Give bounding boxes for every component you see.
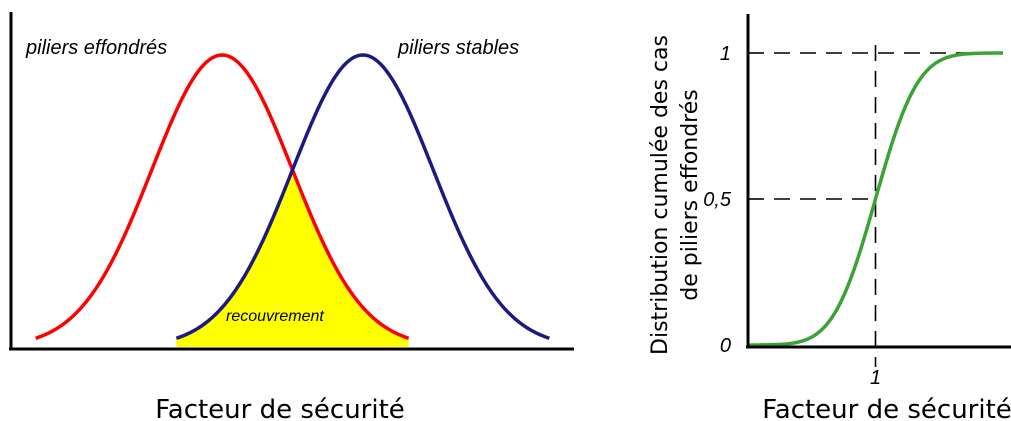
reference-lines bbox=[748, 45, 1003, 367]
overlap-label: recouvrement bbox=[226, 308, 324, 325]
right-y-axis-title-line-1: Distribution cumulée des cas bbox=[648, 35, 673, 355]
y-tick-label: 0,5 bbox=[703, 189, 732, 211]
right-x-axis-title: Facteur de sécurité bbox=[762, 395, 1011, 421]
series-label-piliers-stables: piliers stables bbox=[397, 37, 519, 59]
overlap-area bbox=[176, 169, 409, 347]
series-line-piliers-stables bbox=[175, 53, 550, 340]
tick-labels: 0 0,5 1 1 bbox=[703, 43, 881, 389]
y-tick-label: 0 bbox=[720, 335, 731, 357]
series-label-piliers-effondres: piliers effondrés bbox=[25, 37, 167, 59]
left-chart: piliers effondrés piliers stables recouv… bbox=[9, 12, 574, 421]
series-line-piliers-effondres bbox=[35, 53, 410, 340]
left-x-axis-title: Facteur de sécurité bbox=[155, 395, 405, 421]
right-y-axis-title-line-2: de piliers effondrés bbox=[678, 89, 703, 300]
y-tick-label: 1 bbox=[720, 43, 731, 65]
x-tick-label: 1 bbox=[870, 367, 881, 389]
right-chart: 0 0,5 1 1 Distribution cumulée des cas de p… bbox=[648, 14, 1011, 421]
series-line-cumulative bbox=[747, 51, 1004, 347]
